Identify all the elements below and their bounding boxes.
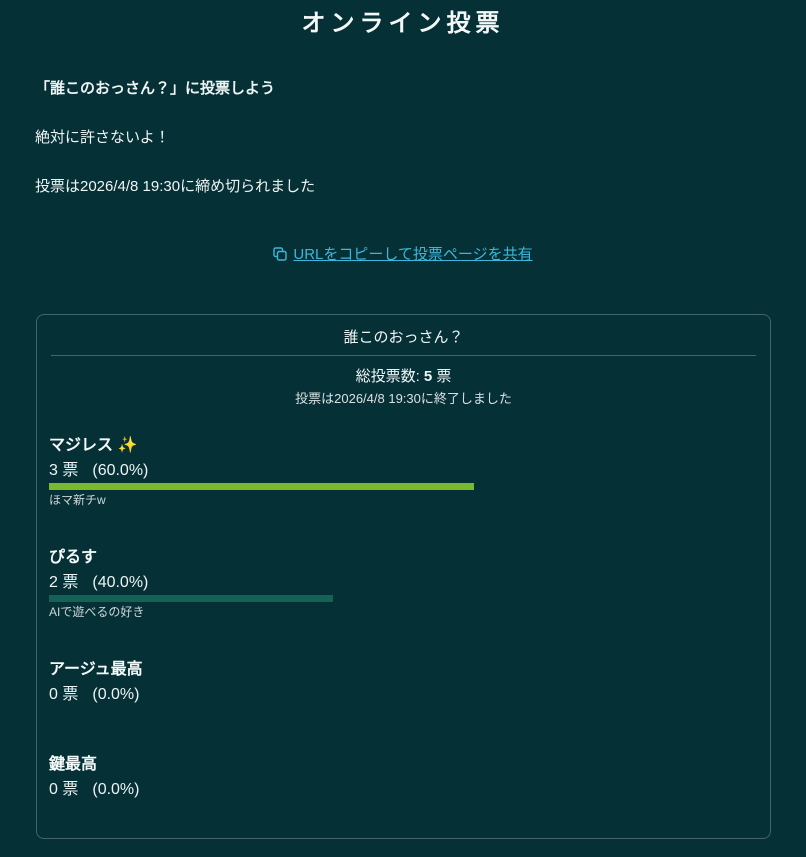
option-vote-percent: (40.0%) (92, 573, 149, 591)
option-vote-count: 0 票 (49, 780, 79, 798)
option-label: マジレス ✨ (49, 436, 138, 454)
poll-question-title: 誰このおっさん？ (343, 328, 464, 346)
option-votes-line: 0 票 (0.0%) (49, 686, 758, 704)
option-vote-percent: (0.0%) (92, 780, 140, 798)
poll-closed-note: 投票は2026/4/8 19:30に終了しました (295, 390, 512, 406)
intro-section: 「誰このおっさん？」に投票しよう 絶対に許さないよ！ 投票は2026/4/8 1… (35, 80, 806, 195)
option-vote-count: 3 票 (49, 461, 79, 479)
option-note: ほマ新チw (49, 492, 106, 507)
copy-icon (273, 246, 288, 261)
total-votes-line: 総投票数: 5 票 (49, 368, 758, 385)
option-result-bar (49, 482, 475, 490)
total-votes-label: 総投票数: (355, 367, 420, 385)
poll-results-card: 誰このおっさん？ 総投票数: 5 票 投票は2026/4/8 19:30に終了し… (36, 313, 771, 839)
option-result-bar (49, 594, 333, 602)
option-label: 鍵最高 (49, 755, 98, 773)
option-label: ぴるす (49, 548, 98, 566)
share-link-label: URLをコピーして投票ページを共有 (293, 246, 533, 263)
share-row: URLをコピーして投票ページを共有 (0, 243, 806, 266)
poll-option: 鍵最高 0 票 (0.0%) (49, 755, 758, 809)
option-vote-percent: (0.0%) (92, 685, 140, 703)
option-votes-line: 3 票 (60.0%) (49, 462, 758, 480)
copy-url-share-link[interactable]: URLをコピーして投票ページを共有 (273, 243, 533, 264)
option-vote-count: 2 票 (49, 573, 79, 591)
options-list: マジレス ✨ 3 票 (60.0%) ほマ新チw ぴるす 2 票 (40.0%)… (49, 436, 758, 809)
poll-option: アージュ最高 0 票 (0.0%) (49, 660, 758, 714)
page-title: オンライン投票 (301, 10, 505, 37)
poll-option: ぴるす 2 票 (40.0%) AIで遊べるの好き (49, 548, 758, 619)
option-votes-line: 0 票 (0.0%) (49, 781, 758, 799)
option-label: アージュ最高 (49, 660, 143, 678)
option-vote-count: 0 票 (49, 685, 79, 703)
intro-deadline: 投票は2026/4/8 19:30に締め切られました (35, 178, 316, 195)
intro-call-to-vote: 「誰このおっさん？」に投票しよう (35, 80, 276, 97)
option-vote-percent: (60.0%) (92, 461, 149, 479)
total-votes-count: 5 (423, 367, 433, 385)
intro-description: 絶対に許さないよ！ (35, 129, 170, 146)
option-note: AIで遊べるの好き (49, 604, 145, 619)
card-divider (51, 354, 756, 356)
option-votes-line: 2 票 (40.0%) (49, 574, 758, 592)
total-votes-unit: 票 (436, 367, 452, 385)
poll-option: マジレス ✨ 3 票 (60.0%) ほマ新チw (49, 436, 758, 507)
